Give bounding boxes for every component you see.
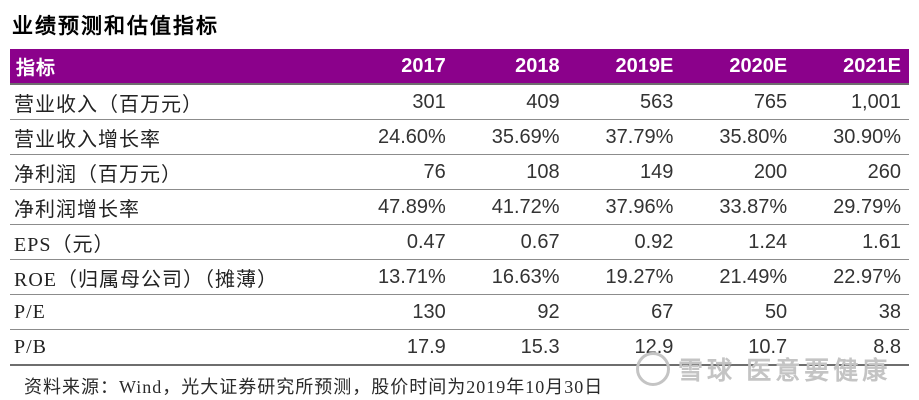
- row-label: EPS（元）: [10, 224, 340, 260]
- row-value: 35.80%: [681, 119, 796, 155]
- row-value: 50: [681, 294, 796, 330]
- row-value: 108: [453, 154, 568, 190]
- row-value: 47.89%: [340, 189, 454, 225]
- header-cell-year: 2019E: [567, 49, 682, 84]
- table-row: 营业收入增长率 24.60% 35.69% 37.79% 35.80% 30.90%: [10, 119, 909, 155]
- table-body: 营业收入（百万元） 301 409 563 765 1,001 营业收入增长率 24.60% 3…: [10, 84, 909, 366]
- row-value: 200: [681, 154, 796, 190]
- row-label: 净利润（百万元）: [10, 154, 340, 190]
- row-label: ROE（归属母公司）（摊薄）: [10, 259, 340, 295]
- row-value: 301: [340, 84, 454, 120]
- row-label: P/E: [10, 294, 340, 330]
- table-row: P/B 17.9 15.3 12.9 10.7 8.8: [10, 329, 909, 366]
- table-header-row: 指标 2017 2018 2019E 2020E 2021E: [10, 49, 909, 84]
- row-value: 30.90%: [795, 119, 909, 155]
- table-head: 指标 2017 2018 2019E 2020E 2021E: [10, 49, 909, 84]
- row-value: 17.9: [340, 329, 454, 366]
- row-value: 19.27%: [567, 259, 682, 295]
- row-value: 130: [340, 294, 454, 330]
- table-row: EPS（元） 0.47 0.67 0.92 1.24 1.61: [10, 224, 909, 260]
- row-value: 10.7: [681, 329, 796, 366]
- table-row: 营业收入（百万元） 301 409 563 765 1,001: [10, 84, 909, 120]
- table-row: 净利润增长率 47.89% 41.72% 37.96% 33.87% 29.79%: [10, 189, 909, 225]
- table-row: P/E 130 92 67 50 38: [10, 294, 909, 330]
- row-value: 29.79%: [795, 189, 909, 225]
- row-value: 1.61: [795, 224, 909, 260]
- row-value: 149: [567, 154, 682, 190]
- row-value: 41.72%: [453, 189, 568, 225]
- row-label: 营业收入（百万元）: [10, 84, 340, 120]
- row-value: 22.97%: [795, 259, 909, 295]
- row-value: 260: [795, 154, 909, 190]
- row-value: 38: [795, 294, 909, 330]
- row-value: 76: [340, 154, 454, 190]
- source-note: 资料来源：Wind，光大证券研究所预测，股价时间为2019年10月30日: [24, 377, 604, 397]
- row-value: 0.47: [340, 224, 454, 260]
- row-value: 37.96%: [567, 189, 682, 225]
- header-cell-year: 2017: [340, 49, 454, 84]
- row-label: P/B: [10, 329, 340, 366]
- row-value: 33.87%: [681, 189, 796, 225]
- row-value: 24.60%: [340, 119, 454, 155]
- row-value: 13.71%: [340, 259, 454, 295]
- header-cell-year: 2020E: [681, 49, 796, 84]
- row-value: 1,001: [795, 84, 909, 120]
- row-value: 409: [453, 84, 568, 120]
- row-value: 16.63%: [453, 259, 568, 295]
- financial-forecast-table: 指标 2017 2018 2019E 2020E 2021E 营业收入（百万元） 301 40…: [10, 49, 909, 366]
- row-label: 净利润增长率: [10, 189, 340, 225]
- row-value: 12.9: [567, 329, 682, 366]
- row-label: 营业收入增长率: [10, 119, 340, 155]
- row-value: 37.79%: [567, 119, 682, 155]
- table-title: 业绩预测和估值指标: [12, 14, 219, 38]
- row-value: 21.49%: [681, 259, 796, 295]
- row-value: 0.67: [453, 224, 568, 260]
- header-cell-year: 2018: [453, 49, 568, 84]
- row-value: 92: [453, 294, 568, 330]
- row-value: 563: [567, 84, 682, 120]
- table-row: ROE（归属母公司）（摊薄） 13.71% 16.63% 19.27% 21.49% 22…: [10, 259, 909, 295]
- row-value: 8.8: [795, 329, 909, 366]
- header-cell-year: 2021E: [795, 49, 909, 84]
- row-value: 765: [681, 84, 796, 120]
- row-value: 0.92: [567, 224, 682, 260]
- row-value: 1.24: [681, 224, 796, 260]
- header-cell-metric: 指标: [10, 49, 340, 84]
- row-value: 15.3: [453, 329, 568, 366]
- row-value: 67: [567, 294, 682, 330]
- table-row: 净利润（百万元） 76 108 149 200 260: [10, 154, 909, 190]
- row-value: 35.69%: [453, 119, 568, 155]
